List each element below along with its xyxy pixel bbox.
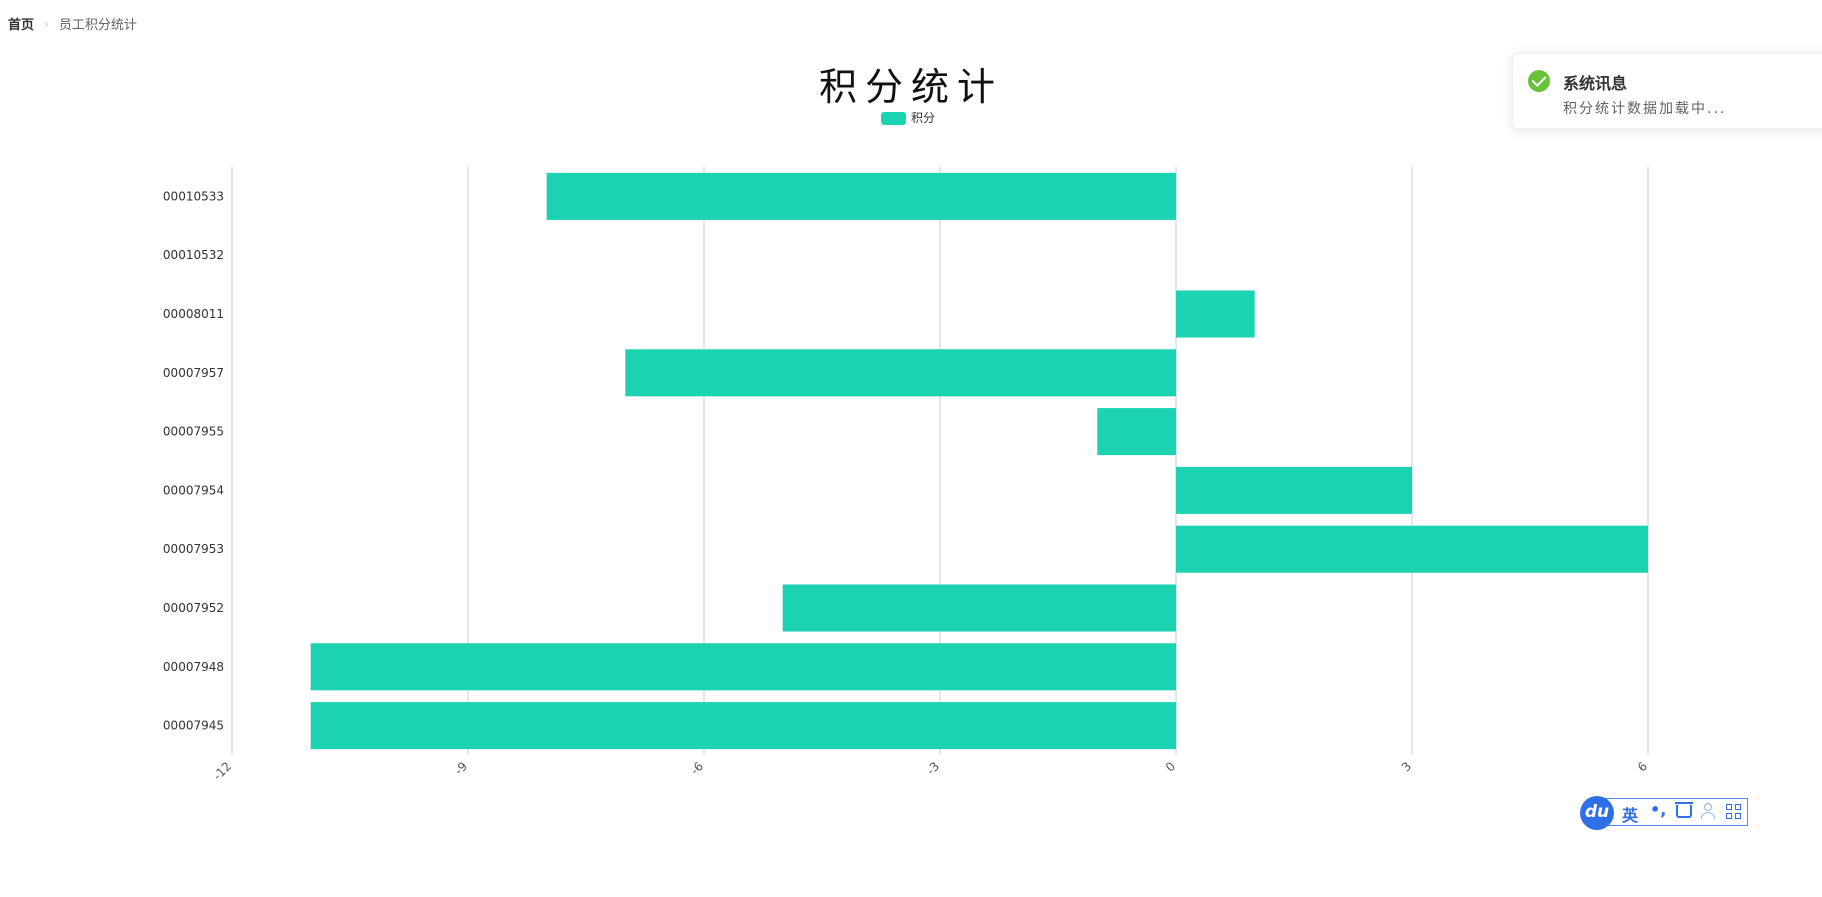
ime-toolbar[interactable]: du 英 •, [1580, 796, 1750, 830]
bar [546, 172, 1176, 220]
success-check-icon [1528, 70, 1550, 92]
chart-title: 积分统计 [819, 65, 1003, 109]
y-category-label: 00007954 [163, 483, 224, 497]
x-tick-label: 0 [1163, 759, 1178, 774]
bar [1176, 466, 1412, 514]
ime-punctuation-toggle[interactable]: •, [1650, 800, 1667, 819]
breadcrumb-current: 员工积分统计 [58, 18, 137, 33]
ime-logo-icon[interactable]: du [1580, 796, 1614, 830]
bar [310, 643, 1177, 691]
user-icon[interactable] [1701, 803, 1715, 819]
grid-icon[interactable] [1726, 804, 1742, 820]
x-tick-label: -6 [688, 759, 706, 777]
cup-icon[interactable] [1675, 802, 1693, 818]
bar [1176, 290, 1255, 338]
x-tick-label: -9 [452, 759, 470, 777]
chevron-right-icon: › [44, 16, 49, 31]
y-category-label: 00007948 [163, 660, 224, 674]
x-tick-label: 6 [1635, 759, 1650, 774]
y-category-label: 00007955 [163, 425, 224, 439]
breadcrumb-home-link[interactable]: 首页 [8, 18, 35, 33]
x-tick-label: 3 [1399, 759, 1414, 774]
y-category-label: 00007953 [163, 542, 224, 556]
bar [625, 349, 1176, 397]
bar [310, 702, 1177, 750]
y-category-label: 00007957 [163, 366, 224, 380]
x-tick-label: -3 [924, 759, 942, 777]
y-category-label: 00007945 [163, 719, 224, 733]
breadcrumb: 首页 › 员工积分统计 [8, 14, 137, 34]
toast-message: 积分统计数据加载中... [1563, 101, 1727, 117]
y-category-label: 00008011 [163, 307, 224, 321]
bar [782, 584, 1176, 632]
bar [1176, 525, 1648, 573]
toast-title: 系统讯息 [1563, 74, 1628, 93]
system-message-toast[interactable]: 系统讯息 积分统计数据加载中... [1512, 53, 1822, 129]
y-category-label: 00007952 [163, 601, 224, 615]
ime-toolbar-bar[interactable] [1594, 798, 1748, 826]
y-category-label: 00010533 [163, 189, 224, 203]
ime-language-toggle[interactable]: 英 [1622, 806, 1639, 825]
y-category-label: 00010532 [163, 248, 224, 262]
x-tick-label: -12 [210, 759, 234, 783]
legend-swatch [881, 112, 906, 125]
bar [1097, 408, 1176, 456]
legend-label: 积分 [911, 111, 935, 125]
